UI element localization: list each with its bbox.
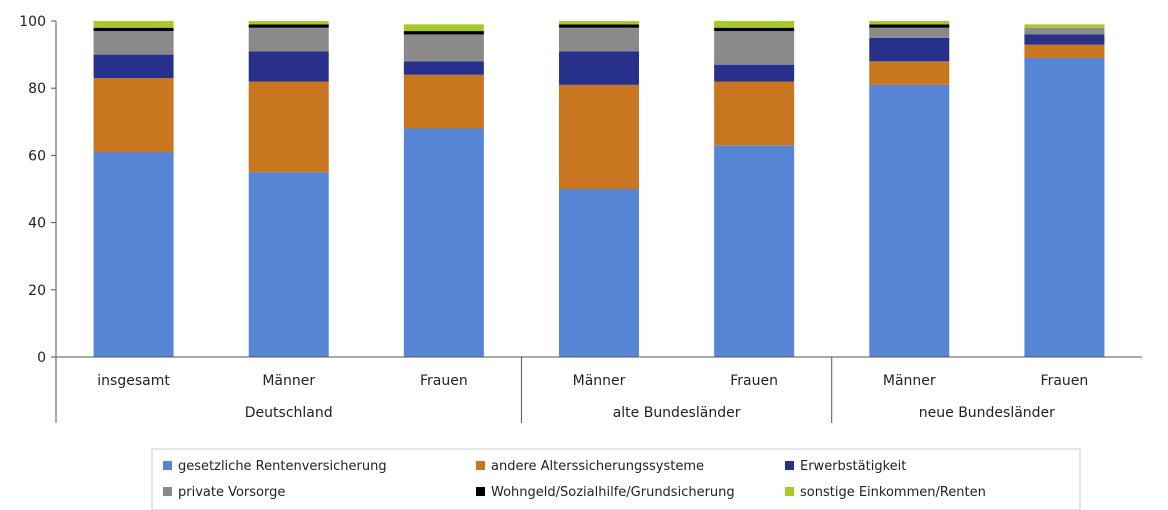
bar-segment — [93, 31, 174, 55]
bar-segment — [1024, 34, 1105, 45]
bar-segment — [714, 27, 795, 32]
bar-segment — [1024, 44, 1105, 58]
bar-segment — [714, 31, 795, 65]
y-tick-label: 0 — [37, 350, 46, 366]
y-tick-label: 100 — [19, 14, 46, 30]
bar-segment — [93, 21, 174, 28]
bar-segment — [714, 145, 795, 357]
bar-segment — [869, 61, 950, 85]
x-axis: insgesamt Männer Frauen Männer Frauen Männer F… — [55, 356, 1142, 423]
bar-segment — [403, 74, 484, 129]
category-label: Männer — [883, 373, 936, 389]
bar-segment — [403, 34, 484, 62]
bar-segment — [403, 31, 484, 35]
legend-swatch — [785, 461, 794, 470]
bar-segment — [1024, 57, 1105, 358]
legend-label: gesetzliche Rentenversicherung — [178, 459, 387, 474]
bar-segment — [248, 21, 329, 25]
legend-label: sonstige Einkommen/Renten — [800, 485, 986, 500]
bar-segment — [714, 64, 795, 82]
bar-segment — [869, 21, 950, 25]
bar-segment — [403, 128, 484, 357]
y-tick-label: 60 — [28, 148, 46, 164]
bar-segment — [559, 21, 639, 25]
bar-segment — [248, 51, 329, 82]
bars — [93, 21, 1105, 358]
y-axis: 0 20 40 60 80 100 — [19, 14, 57, 366]
bar-segment — [714, 81, 795, 146]
group-label: Deutschland — [245, 405, 333, 421]
legend-label: andere Alterssicherungssysteme — [491, 459, 704, 474]
legend-label: private Vorsorge — [178, 485, 285, 500]
bar-segment — [869, 37, 950, 62]
bar-segment — [869, 24, 950, 28]
bar-segment — [1024, 24, 1105, 28]
bar-segment — [93, 27, 174, 32]
bar-segment — [869, 84, 950, 357]
bar-segment — [93, 152, 174, 357]
bar-segment — [559, 189, 639, 357]
bar-segment — [1024, 27, 1105, 35]
bar-segment — [403, 61, 484, 75]
bar-segment — [559, 27, 639, 52]
legend-swatch — [476, 487, 485, 496]
category-label: Frauen — [1041, 373, 1089, 389]
bar-segment — [248, 27, 329, 52]
category-label: Männer — [262, 373, 315, 389]
legend-box — [151, 448, 1081, 510]
group-label: alte Bundesländer — [613, 405, 741, 421]
legend-swatch — [785, 487, 794, 496]
legend-label: Erwerbstätigkeit — [800, 459, 906, 474]
bar-segment — [559, 51, 639, 85]
category-label: Frauen — [420, 373, 468, 389]
bar-segment — [248, 81, 329, 173]
bar-segment — [869, 27, 950, 38]
bar-segment — [559, 24, 639, 28]
bar-segment — [93, 78, 174, 153]
legend-swatch — [163, 487, 172, 496]
legend-swatch — [476, 461, 485, 470]
bar-segment — [248, 24, 329, 28]
legend-label: Wohngeld/Sozialhilfe/Grundsicherung — [491, 485, 735, 500]
category-label: Männer — [573, 373, 626, 389]
category-label: insgesamt — [97, 373, 170, 389]
legend-swatch — [163, 461, 172, 470]
bar-segment — [248, 172, 329, 357]
y-tick-label: 80 — [28, 81, 46, 97]
y-tick-label: 20 — [28, 283, 46, 299]
y-tick-label: 40 — [28, 216, 46, 232]
bar-segment — [714, 21, 795, 28]
legend: gesetzliche Rentenversicherung andere Alt… — [151, 448, 1081, 510]
bar-segment — [403, 24, 484, 32]
bar-segment — [93, 54, 174, 79]
group-label: neue Bundesländer — [919, 405, 1055, 421]
bar-segment — [559, 84, 639, 189]
category-label: Frauen — [730, 373, 778, 389]
